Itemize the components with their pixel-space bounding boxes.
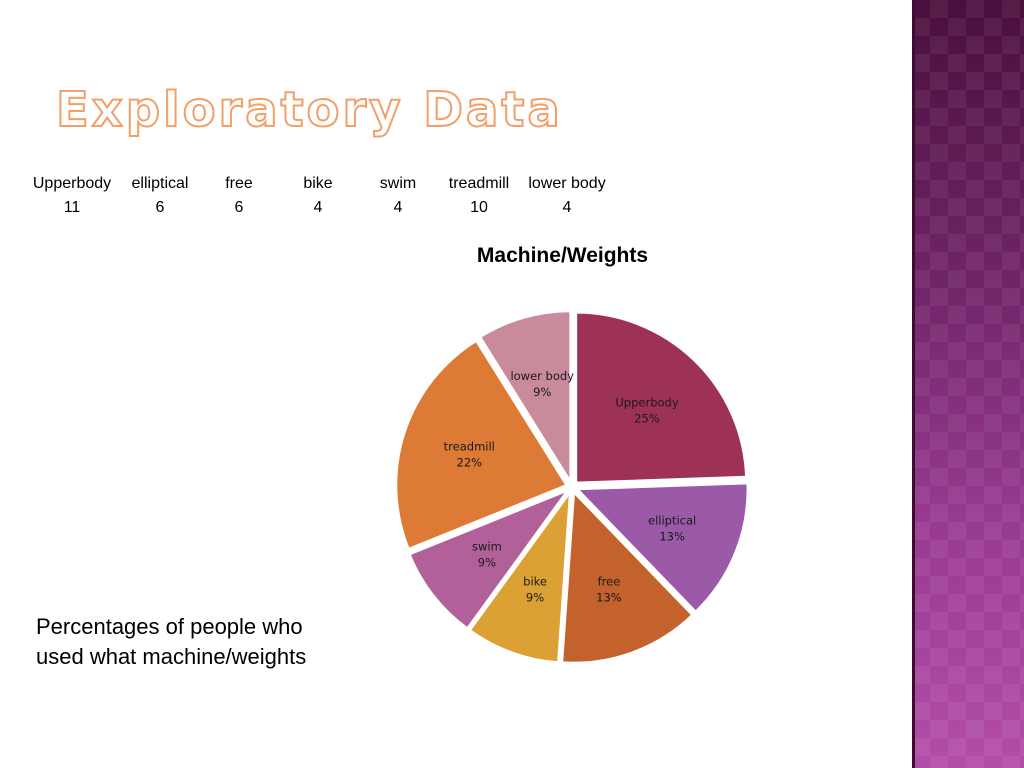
slice-percent-swim: 9% — [478, 555, 496, 569]
slice-label-lower-body: lower body — [510, 369, 574, 383]
slice-percent-upperbody: 25% — [634, 411, 660, 425]
counts-header-free: free — [225, 175, 253, 192]
counts-value-row: 11 6 6 4 4 10 4 — [24, 196, 614, 220]
slice-label-upperbody: Upperbody — [615, 395, 678, 409]
slice-percent-lower-body: 9% — [533, 385, 551, 399]
slice-label-treadmill: treadmill — [444, 440, 495, 454]
counts-header-row: Upperbody elliptical free bike swim trea… — [24, 172, 614, 196]
pie-slice-free — [561, 490, 694, 664]
slide-title: Exploratory Data — [55, 81, 563, 139]
slide-caption: Percentages of people who used what mach… — [36, 614, 307, 669]
counts-header-swim: swim — [379, 175, 417, 192]
slice-percent-elliptical: 13% — [659, 529, 685, 543]
counts-value-bike: 4 — [313, 199, 323, 216]
slice-label-bike: bike — [523, 574, 547, 588]
pie-slice-upperbody — [575, 311, 748, 484]
counts-header-elliptical: elliptical — [131, 175, 189, 192]
slice-label-elliptical: elliptical — [648, 513, 696, 527]
counts-header-treadmill: treadmill — [448, 175, 510, 192]
slice-percent-bike: 9% — [526, 590, 544, 604]
counts-header-bike: bike — [303, 175, 333, 192]
pie-slice-lower-body — [478, 310, 572, 485]
counts-value-elliptical: 6 — [155, 199, 165, 216]
pie-slice-elliptical — [575, 482, 749, 613]
counts-value-upperbody: 11 — [63, 199, 81, 216]
counts-value-swim: 4 — [393, 199, 403, 216]
chart-title: Machine/Weights — [476, 244, 649, 267]
counts-value-free: 6 — [234, 199, 244, 216]
pie-slice-swim — [408, 488, 571, 630]
slice-percent-free: 13% — [596, 590, 622, 604]
counts-header-upperbody: Upperbody — [32, 175, 112, 192]
slice-label-swim: swim — [472, 539, 502, 553]
decorative-side-band — [912, 0, 1024, 768]
slice-percent-treadmill: 22% — [457, 456, 483, 470]
pie-chart: Upperbody 25% elliptical 13% free 13% bike 9% sw… — [395, 310, 749, 664]
counts-table: Upperbody elliptical free bike swim trea… — [24, 172, 614, 220]
pie-slice-bike — [468, 489, 572, 664]
counts-value-treadmill: 10 — [470, 199, 488, 216]
side-band-pattern — [912, 0, 1024, 768]
pie-slice-treadmill — [395, 339, 568, 551]
side-band-edge — [912, 0, 915, 768]
counts-value-lower-body: 4 — [562, 199, 572, 216]
counts-header-lower-body: lower body — [528, 175, 606, 192]
slice-label-free: free — [598, 574, 621, 588]
